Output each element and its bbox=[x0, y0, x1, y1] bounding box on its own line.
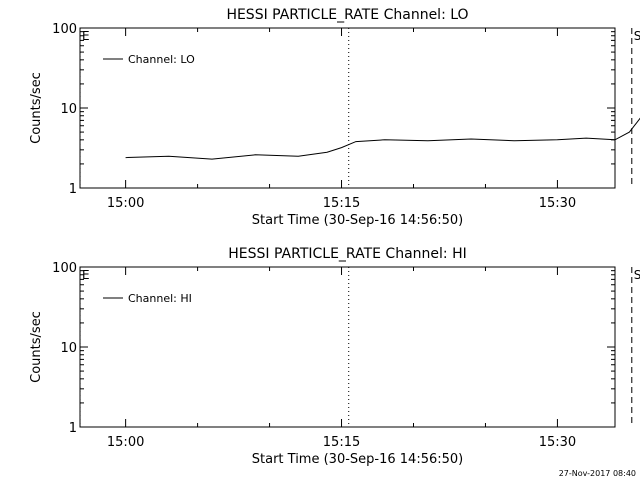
y-tick-label: 100 bbox=[52, 22, 77, 37]
x-axis-label: Start Time (30-Sep-16 14:56:50) bbox=[252, 452, 463, 467]
x-tick-label: 15:15 bbox=[323, 435, 360, 450]
chart-title-1: HESSI PARTICLE_RATE Channel: HI bbox=[228, 246, 466, 262]
y-tick-label: 100 bbox=[52, 261, 77, 276]
series-line-channello bbox=[125, 117, 640, 160]
marker-label: E bbox=[82, 268, 90, 282]
marker-label: E bbox=[82, 29, 90, 43]
x-axis-label: Start Time (30-Sep-16 14:56:50) bbox=[252, 213, 463, 228]
footer-timestamp: 27-Nov-2017 08:40 bbox=[558, 469, 636, 478]
y-tick-label: 10 bbox=[60, 102, 77, 117]
y-tick-label: 1 bbox=[69, 421, 77, 436]
y-axis-label: Counts/sec bbox=[29, 72, 44, 144]
x-tick-label: 15:15 bbox=[323, 196, 360, 211]
y-axis-label: Counts/sec bbox=[29, 311, 44, 383]
legend-label: Channel: HI bbox=[128, 292, 192, 305]
y-tick-label: 10 bbox=[60, 341, 77, 356]
x-tick-label: 15:30 bbox=[539, 196, 576, 211]
chart-title-0: HESSI PARTICLE_RATE Channel: LO bbox=[226, 7, 468, 23]
x-tick-label: 15:00 bbox=[107, 196, 144, 211]
x-tick-label: 15:30 bbox=[539, 435, 576, 450]
y-tick-label: 1 bbox=[69, 182, 77, 197]
plot-frame-1 bbox=[79, 266, 616, 428]
x-tick-label: 15:00 bbox=[107, 435, 144, 450]
plot-frame-0 bbox=[79, 27, 616, 189]
marker-label: S bbox=[634, 29, 640, 43]
marker-label: S bbox=[634, 268, 640, 282]
legend-label: Channel: LO bbox=[128, 53, 195, 66]
